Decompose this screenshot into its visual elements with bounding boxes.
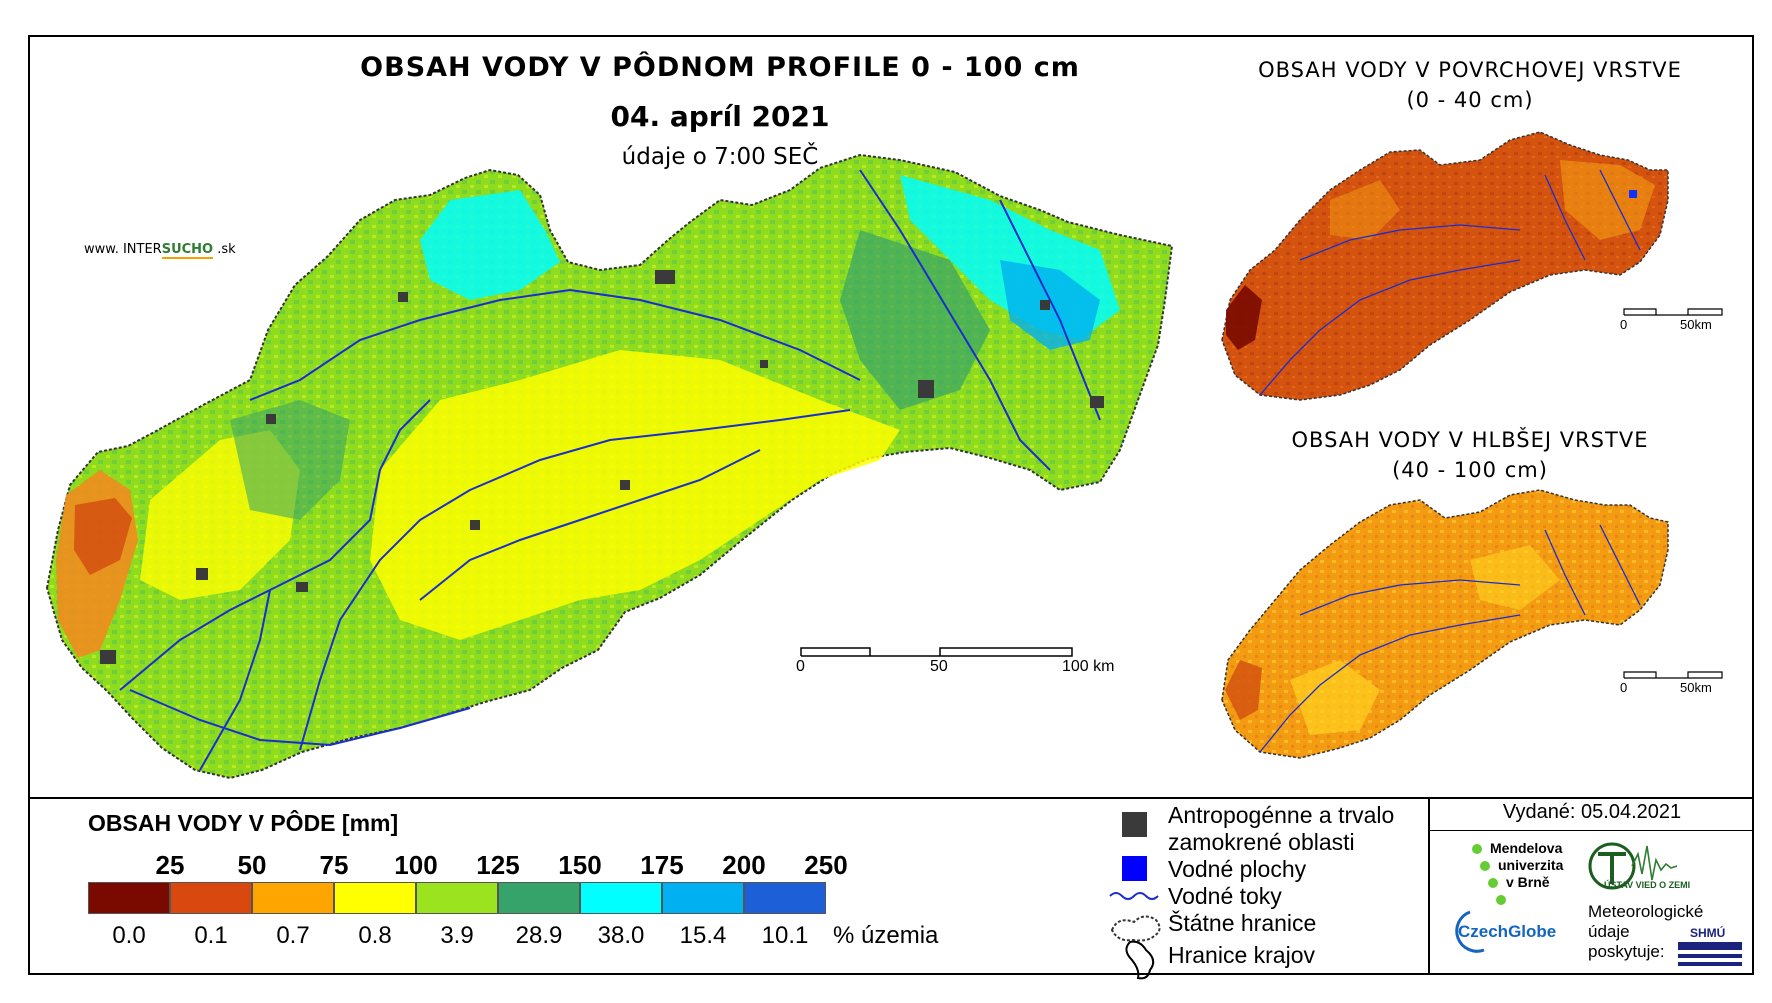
uvz-logo — [1588, 842, 1678, 890]
mendel-logo — [1472, 844, 1506, 905]
meteo-text-3: poskytuje: — [1588, 942, 1665, 961]
map-date: 04. apríl 2021 — [610, 100, 830, 133]
main-scale-50: 50 — [930, 658, 948, 675]
legend-class-swatch — [252, 882, 334, 914]
inset-bottom-scale-bar — [1623, 671, 1723, 679]
legend-class-percent: 0.8 — [358, 922, 392, 949]
legend-threshold: 125 — [476, 850, 520, 880]
shmu-logo — [1678, 942, 1742, 966]
main-map-rivers — [119, 169, 1101, 771]
legend-class-percent: 0.1 — [194, 922, 228, 949]
website-label: www. INTERSUCHO .sk — [84, 242, 236, 259]
uvz-text: ÚSTAV VIED O ZEMI — [1604, 880, 1691, 890]
inset-top-range: (0 - 40 cm) — [1406, 88, 1534, 112]
region-border-legend-symbol — [1125, 940, 1155, 980]
state-border-label: Štátne hranice — [1168, 910, 1317, 936]
main-map-urban-areas — [100, 270, 1104, 664]
legend-class-swatch — [580, 882, 662, 914]
inset-bottom-map — [1221, 489, 1669, 759]
inset-bottom-title: OBSAH VODY V HLBŠEJ VRSTVE — [1291, 428, 1649, 452]
legend-class-percent: 28.9 — [515, 922, 563, 949]
legend-class-swatch — [662, 882, 744, 914]
main-map — [45, 153, 1174, 780]
issued-divider — [1428, 797, 1430, 975]
inset-bottom-range: (40 - 100 cm) — [1392, 458, 1548, 482]
inset-top-map — [1221, 131, 1669, 401]
legend-title: OBSAH VODY V PÔDE [mm] — [88, 810, 399, 836]
anthropogenic-label-1: Antropogénne a trvalo — [1168, 802, 1395, 828]
main-scale-100: 100 km — [1062, 658, 1115, 675]
mendel-text-3: v Brně — [1506, 874, 1550, 890]
legend-class-swatch — [88, 882, 170, 914]
inset-bottom-scale-50: 50km — [1680, 680, 1712, 695]
legend-class-swatch — [334, 882, 416, 914]
website-highlight: SUCHO — [161, 242, 214, 259]
website-suffix: .sk — [213, 242, 236, 257]
legend-threshold: 100 — [394, 850, 438, 880]
main-map-wet-teal-w — [230, 400, 350, 520]
legend-threshold: 200 — [722, 850, 766, 880]
legend-class-swatch — [170, 882, 252, 914]
legend-threshold: 250 — [804, 850, 848, 880]
legend-threshold: 150 — [558, 850, 602, 880]
rivers-label: Vodné toky — [1168, 883, 1282, 909]
map-title: OBSAH VODY V PÔDNOM PROFILE 0 - 100 cm — [360, 52, 1080, 83]
inset-bottom-scale-0: 0 — [1620, 680, 1628, 695]
legend-class-percent: 10.1 — [761, 922, 809, 949]
legend-threshold: 25 — [155, 850, 185, 880]
water-bodies-label: Vodné plochy — [1168, 856, 1307, 882]
region-border-label: Hranice krajov — [1168, 942, 1315, 968]
map-frame — [28, 35, 1754, 975]
percent-unit: % územia — [833, 922, 939, 949]
mendel-text-2: univerzita — [1498, 857, 1564, 873]
meteo-text-1: Meteorologické — [1588, 902, 1704, 921]
legend-threshold: 175 — [640, 850, 684, 880]
czechglobe-logo — [1455, 910, 1485, 953]
czechglobe-text: CzechGlobe — [1458, 922, 1557, 941]
anthropogenic-label-2: zamokrené oblasti — [1168, 829, 1355, 855]
legend-class-swatch — [744, 882, 826, 914]
main-map-wet-teal-ne — [840, 230, 990, 410]
legend-class-percent: 15.4 — [679, 922, 727, 949]
main-scale-0: 0 — [796, 658, 805, 675]
inset-top-title: OBSAH VODY V POVRCHOVEJ VRSTVE — [1258, 58, 1682, 82]
map-time: údaje o 7:00 SEČ — [621, 144, 819, 170]
main-map-wet-cyan-north — [420, 190, 560, 300]
mendel-text-1: Mendelova — [1490, 840, 1563, 856]
issued-underline — [1430, 830, 1754, 831]
legend-threshold: 75 — [319, 850, 349, 880]
meteo-text-2: údaje — [1588, 922, 1630, 941]
legend-class-percent: 0.0 — [112, 922, 146, 949]
main-scale-bar — [800, 647, 1073, 657]
issued-date: Vydané: 05.04.2021 — [1502, 801, 1682, 823]
river-legend-symbol — [1109, 892, 1159, 900]
legend-class-percent: 0.7 — [276, 922, 310, 949]
legend-threshold: 50 — [237, 850, 267, 880]
legend-class-swatch — [498, 882, 580, 914]
anthropogenic-swatch — [1122, 812, 1147, 837]
inset-top-scale-bar — [1623, 308, 1723, 316]
inset-top-scale-50: 50km — [1680, 317, 1712, 332]
legend-class-percent: 38.0 — [597, 922, 645, 949]
inset-top-scale-0: 0 — [1620, 317, 1628, 332]
legend-class-percent: 3.9 — [440, 922, 474, 949]
state-border-legend-symbol — [1110, 915, 1161, 942]
legend-class-swatch — [416, 882, 498, 914]
shmu-text: SHMÚ — [1690, 926, 1726, 940]
legend-divider — [28, 797, 1754, 799]
water-bodies-swatch — [1122, 856, 1147, 881]
main-map-dry-red-west — [74, 498, 132, 575]
website-prefix: www. INTER — [84, 242, 162, 257]
